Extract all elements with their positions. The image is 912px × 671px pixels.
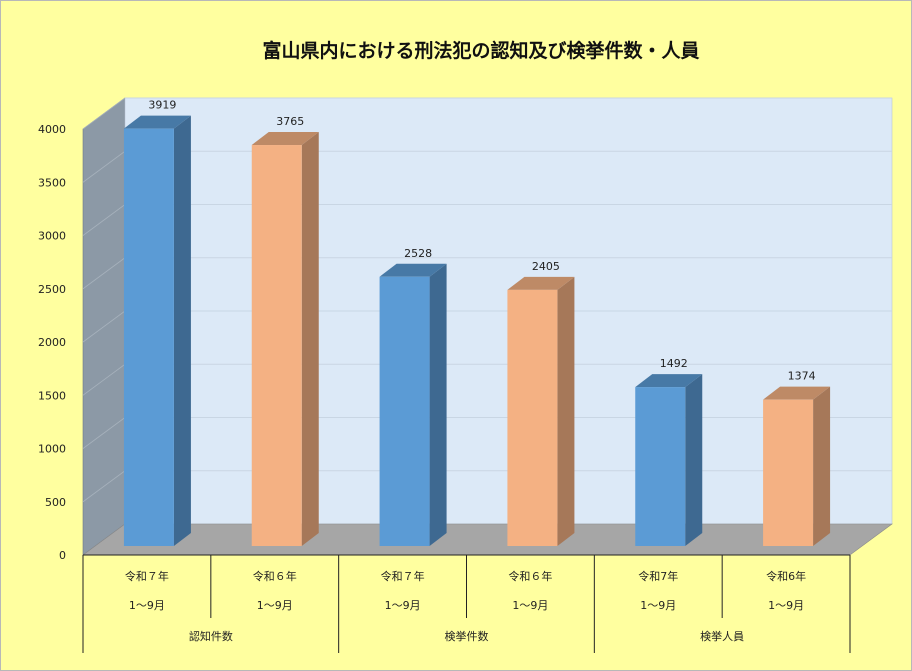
category-label: 令和6年 bbox=[766, 569, 806, 583]
data-labels: 3919 3765 2528 2405 1492 1374 bbox=[148, 99, 815, 383]
group-label: 認知件数 bbox=[189, 629, 233, 643]
bar bbox=[635, 374, 703, 546]
group-label: 検挙人員 bbox=[700, 629, 744, 643]
bar-side bbox=[685, 374, 703, 546]
side-gridline bbox=[82, 257, 126, 290]
category-sublabel: 1～9月 bbox=[129, 599, 165, 612]
side-gridline bbox=[82, 310, 126, 343]
bars bbox=[123, 115, 831, 547]
bar-front bbox=[635, 387, 686, 546]
side-gridline bbox=[82, 97, 126, 130]
bar bbox=[507, 276, 575, 546]
bar-top bbox=[763, 386, 831, 400]
category-sublabel: 1～9月 bbox=[640, 599, 676, 612]
bar-top bbox=[635, 374, 703, 388]
category-label: 令和7年 bbox=[638, 569, 678, 583]
category-label: 令和６年 bbox=[253, 569, 297, 583]
bar-side bbox=[173, 115, 191, 547]
bar-front bbox=[123, 128, 174, 546]
side-gridline bbox=[82, 150, 126, 183]
side-gridline bbox=[82, 417, 126, 449]
bar bbox=[379, 263, 447, 546]
bar-top bbox=[507, 276, 575, 290]
y-tick-label: 2000 bbox=[38, 336, 66, 349]
bar-top bbox=[123, 115, 191, 129]
category-sublabel: 1～9月 bbox=[768, 599, 804, 612]
category-label: 令和７年 bbox=[125, 569, 169, 583]
bar bbox=[123, 115, 191, 547]
side-gridline bbox=[82, 363, 126, 396]
data-label: 3919 bbox=[148, 99, 176, 112]
bar-front bbox=[251, 145, 302, 546]
y-tick-label: 1000 bbox=[38, 443, 66, 456]
data-label: 2528 bbox=[404, 247, 432, 260]
y-tick-label: 3000 bbox=[38, 230, 66, 243]
data-label: 1374 bbox=[788, 370, 816, 383]
category-label: 令和６年 bbox=[508, 569, 552, 583]
bar-front bbox=[379, 276, 430, 546]
y-tick-label: 4000 bbox=[38, 123, 66, 136]
x-axis: 令和７年 1～9月 令和６年 1～9月 令和７年 1～9月 令和６年 1～9月 令和7年 1～9月… bbox=[82, 554, 851, 653]
bar bbox=[251, 132, 319, 546]
bar-side bbox=[429, 263, 447, 546]
bar-side bbox=[813, 386, 831, 546]
data-label: 2405 bbox=[532, 260, 560, 273]
y-tick-label: 500 bbox=[45, 496, 66, 509]
bar-top bbox=[251, 132, 319, 146]
bar-side bbox=[557, 276, 575, 546]
bar-top bbox=[379, 263, 447, 277]
category-label: 令和７年 bbox=[381, 569, 425, 583]
side-gridline bbox=[82, 470, 126, 503]
y-tick-label: 1500 bbox=[38, 389, 66, 402]
category-sublabel: 1～9月 bbox=[257, 599, 293, 612]
group-label: 検挙件数 bbox=[445, 629, 489, 643]
data-label: 3765 bbox=[276, 115, 304, 128]
category-sublabel: 1～9月 bbox=[512, 599, 548, 612]
y-tick-label: 2500 bbox=[38, 283, 66, 296]
side-gridline bbox=[82, 204, 126, 236]
y-tick-label: 0 bbox=[59, 549, 66, 562]
bar-front bbox=[507, 289, 558, 546]
data-label: 1492 bbox=[660, 357, 688, 370]
category-sublabel: 1～9月 bbox=[385, 599, 421, 612]
y-axis: 0 500 1000 1500 2000 2500 3000 3500 4000 bbox=[38, 123, 66, 562]
bar-front bbox=[763, 399, 814, 546]
chart-title: 富山県内における刑法犯の認知及び検挙件数・人員 bbox=[262, 39, 699, 62]
y-tick-label: 3500 bbox=[38, 176, 66, 189]
bar-side bbox=[301, 132, 319, 546]
bar bbox=[763, 386, 831, 546]
